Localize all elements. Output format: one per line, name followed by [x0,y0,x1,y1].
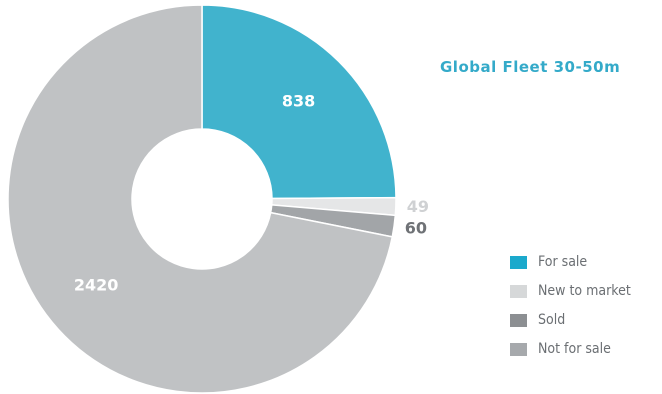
legend-item-for-sale: For sale [510,252,631,272]
slice-label-for-sale: 838 [282,91,315,110]
slice-label-sold: 60 [405,219,427,238]
chart-title: Global Fleet 30-50m [440,58,621,76]
legend-label-for-sale: For sale [538,254,588,270]
slice-not-for-sale [7,4,394,394]
legend-swatch-for-sale [510,255,527,269]
legend-label-new-to-market: New to market [538,283,631,299]
legend-label-sold: Sold [538,312,566,328]
slice-label-not-for-sale: 2420 [74,275,119,294]
legend-item-not-for-sale: Not for sale [510,339,631,359]
legend-swatch-sold [510,313,527,327]
legend-swatch-not-for-sale [510,342,527,356]
legend-swatch-new-to-market [510,284,527,298]
legend-label-not-for-sale: Not for sale [538,341,611,357]
slices [7,4,397,394]
legend-item-new-to-market: New to market [510,281,631,301]
slice-label-new-to-market: 49 [407,197,429,216]
legend-item-sold: Sold [510,310,631,330]
slice-labels: 838 49 60 2420 [74,91,429,294]
slice-for-sale [201,4,397,200]
legend: For sale New to market Sold Not for sale [510,252,631,368]
